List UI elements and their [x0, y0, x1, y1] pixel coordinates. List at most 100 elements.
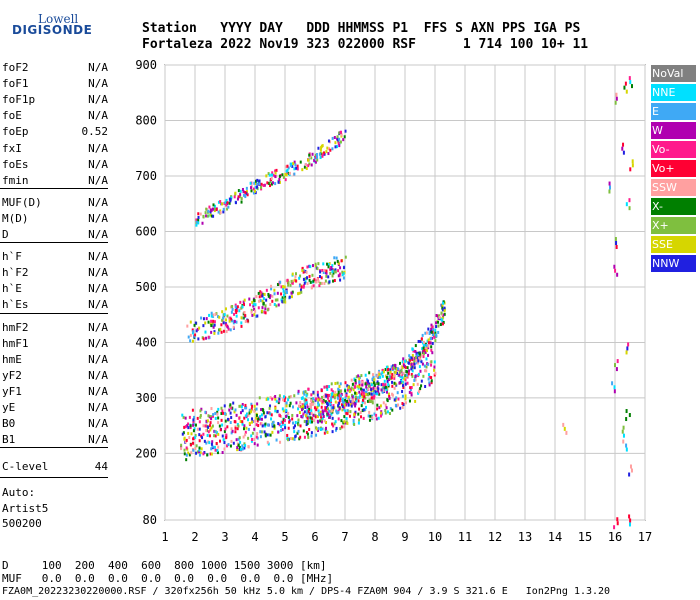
echo-mark [274, 182, 277, 186]
echo-mark [222, 316, 225, 320]
echo-mark [325, 394, 328, 398]
echo-mark [236, 197, 239, 201]
echo-mark [266, 433, 269, 437]
echo-mark [327, 147, 330, 151]
echo-mark [229, 411, 232, 415]
echo-mark [430, 348, 433, 352]
echo-mark [320, 405, 323, 409]
echo-mark [250, 434, 253, 438]
echo-mark [365, 405, 368, 409]
echo-mark [305, 166, 308, 170]
echo-mark [391, 380, 394, 384]
echo-mark [417, 390, 420, 394]
echo-mark [269, 433, 272, 437]
echo-mark [308, 155, 311, 159]
echo-mark [202, 424, 205, 428]
echo-mark [281, 298, 284, 302]
echo-mark [402, 357, 405, 361]
echo-mark [373, 383, 376, 387]
echo-mark [212, 313, 215, 317]
echo-mark [302, 270, 305, 274]
echo-mark [222, 438, 225, 442]
echo-mark [225, 203, 228, 207]
echo-mark [431, 332, 434, 336]
echo-mark [242, 435, 245, 439]
echo-mark [379, 411, 382, 415]
echo-mark [359, 393, 362, 397]
echo-mark [428, 375, 431, 379]
echo-mark [427, 341, 430, 345]
x-tick-label: 10 [428, 530, 442, 544]
interference-mark [565, 430, 568, 435]
echo-mark [236, 446, 239, 450]
echo-mark [239, 440, 242, 444]
param-name: yE [2, 401, 16, 414]
echo-mark [330, 398, 333, 402]
echo-mark [417, 361, 420, 365]
echo-mark [299, 401, 302, 405]
echo-mark [386, 379, 389, 383]
echo-mark [320, 276, 323, 280]
echo-mark [303, 419, 306, 423]
echo-mark [242, 316, 245, 320]
echo-mark [337, 404, 340, 408]
echo-mark [367, 387, 370, 391]
echo-mark [362, 388, 365, 392]
echo-mark [222, 210, 225, 214]
echo-mark [231, 304, 234, 308]
echo-mark [198, 326, 201, 330]
echo-mark [322, 414, 325, 418]
param-row: foF1p N/A [2, 93, 108, 107]
echo-mark [217, 421, 220, 425]
echo-mark [257, 424, 260, 428]
echo-mark [280, 428, 283, 432]
echo-mark [317, 403, 320, 407]
echo-mark [424, 350, 427, 354]
echo-mark [234, 201, 237, 205]
echo-mark [320, 412, 323, 416]
echo-mark [401, 405, 404, 409]
echo-mark [253, 299, 256, 303]
echo-mark [273, 396, 276, 400]
echo-mark [334, 381, 337, 385]
echo-mark [243, 298, 246, 302]
echo-mark [320, 395, 323, 399]
echo-mark [385, 365, 388, 369]
echo-mark [417, 372, 420, 376]
echo-mark [312, 284, 315, 288]
echo-mark [354, 395, 357, 399]
echo-mark [335, 145, 338, 149]
echo-mark [315, 280, 318, 284]
echo-mark [211, 444, 214, 448]
echo-mark [330, 267, 333, 271]
echo-mark [250, 310, 253, 314]
echo-mark [224, 307, 227, 311]
echo-mark [258, 396, 261, 400]
echo-mark [406, 370, 409, 374]
interference-mark [631, 163, 634, 168]
echo-mark [426, 362, 429, 366]
echo-mark [297, 423, 300, 427]
echo-mark [247, 436, 250, 440]
echo-mark [237, 424, 240, 428]
echo-mark [198, 427, 201, 431]
echo-mark [420, 353, 423, 357]
echo-mark [362, 416, 365, 420]
echo-mark [402, 371, 405, 375]
echo-mark [238, 445, 241, 449]
echo-mark [344, 389, 347, 393]
echo-mark [348, 414, 351, 418]
echo-mark [327, 263, 330, 267]
echo-mark [328, 409, 331, 413]
echo-mark [244, 195, 247, 199]
echo-mark [269, 184, 272, 188]
echo-mark [217, 331, 220, 335]
echo-mark [205, 419, 208, 423]
echo-mark [308, 162, 311, 166]
echo-mark [302, 412, 305, 416]
echo-mark [417, 357, 420, 361]
echo-mark [441, 306, 444, 310]
echo-mark [253, 313, 256, 317]
echo-mark [399, 361, 402, 365]
echo-mark [391, 408, 394, 412]
